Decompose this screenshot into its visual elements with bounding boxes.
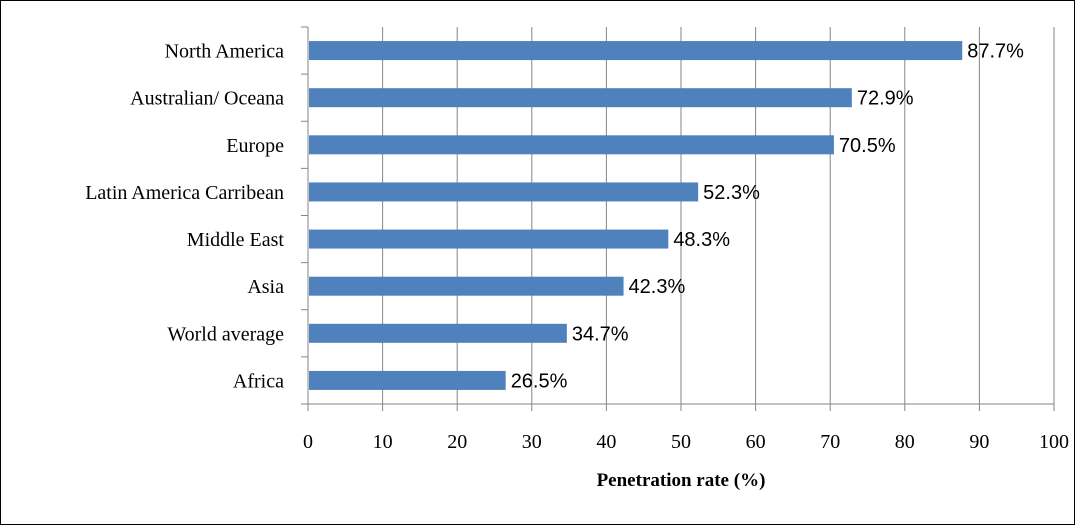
x-tick-label: 100 xyxy=(1039,431,1069,453)
data-label: 48.3% xyxy=(673,229,730,251)
bar xyxy=(309,135,834,155)
x-tick-label: 90 xyxy=(969,431,989,453)
bar xyxy=(309,182,699,202)
data-labels: 87.7% 72.9% 70.5% 52.3% 48.3% 42.3% 34.7% 26.5% xyxy=(511,41,1024,393)
category-label: North America xyxy=(165,41,285,63)
x-tick-label: 40 xyxy=(596,431,616,453)
x-tick-label: 30 xyxy=(522,431,542,453)
bar xyxy=(309,276,624,296)
category-label: Middle East xyxy=(187,229,285,251)
category-label: Latin America Carribean xyxy=(85,182,284,204)
bar xyxy=(309,323,567,343)
x-tick-label: 50 xyxy=(671,431,691,453)
x-tick-label: 80 xyxy=(895,431,915,453)
data-label: 72.9% xyxy=(857,88,914,110)
gridlines xyxy=(382,27,1055,404)
x-tick-label: 70 xyxy=(820,431,840,453)
x-tick-label: 20 xyxy=(447,431,467,453)
data-label: 26.5% xyxy=(511,370,568,392)
category-label: Asia xyxy=(247,276,284,298)
bars xyxy=(309,41,963,390)
data-label: 34.7% xyxy=(572,323,629,345)
x-tick-label: 10 xyxy=(373,431,393,453)
category-label: Europe xyxy=(226,135,284,157)
x-axis-title: Penetration rate (%) xyxy=(597,470,766,491)
bar xyxy=(309,229,669,249)
data-label: 42.3% xyxy=(629,276,686,298)
bar xyxy=(309,41,963,61)
axes xyxy=(301,26,1055,411)
x-tick-label: 60 xyxy=(746,431,766,453)
x-tick-label: 0 xyxy=(303,431,313,453)
category-label: World average xyxy=(167,323,284,345)
data-label: 70.5% xyxy=(839,135,896,157)
bar xyxy=(309,88,852,108)
data-label: 52.3% xyxy=(703,182,760,204)
category-labels: North America Australian/ Oceana Europe Lat… xyxy=(85,41,284,393)
data-label: 87.7% xyxy=(967,41,1024,63)
category-label: Australian/ Oceana xyxy=(130,88,284,110)
tick-labels: 0 10 20 30 40 50 60 70 80 90 100 xyxy=(303,431,1069,453)
bar xyxy=(309,370,506,390)
category-label: Africa xyxy=(233,370,284,392)
